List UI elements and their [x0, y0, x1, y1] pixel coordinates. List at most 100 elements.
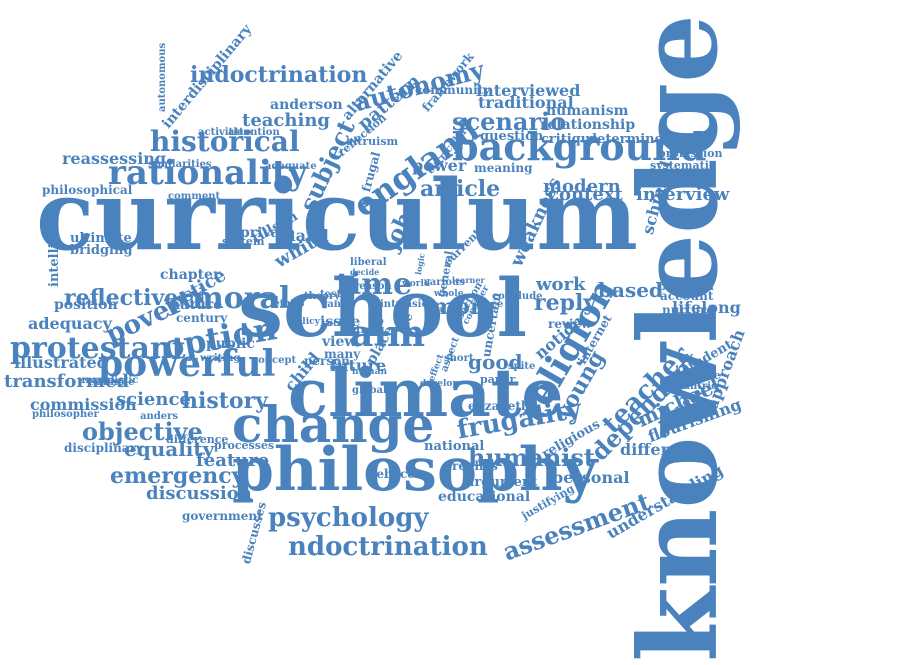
word-conclude: conclude: [492, 291, 543, 302]
word-science: science: [116, 389, 191, 410]
word-discussion: discussion: [146, 483, 252, 504]
word-history: history: [182, 388, 268, 414]
word-short: short: [444, 353, 474, 364]
word-intelligence: intelligence: [47, 200, 62, 287]
word-anders: anders: [140, 411, 179, 422]
word-range: range: [322, 299, 355, 310]
word-public: public: [206, 336, 255, 352]
word-question: question: [480, 129, 544, 144]
word-develop: develop: [420, 379, 459, 389]
word-equality: equality: [124, 437, 215, 461]
word-liberal: liberal: [350, 257, 387, 268]
word-comment: comment: [168, 191, 221, 202]
word-personal: personal: [552, 468, 630, 487]
word-elizabeth: elizabeth: [468, 399, 530, 413]
word-writing: writing: [200, 353, 241, 364]
word-position: position: [54, 297, 118, 313]
word-background: background: [452, 124, 707, 169]
word-feature: feature: [196, 450, 270, 471]
word-scenario: scenario: [452, 107, 567, 136]
word-many: many: [324, 347, 361, 361]
word-social: social: [322, 319, 352, 329]
word-paper: paper: [480, 373, 516, 386]
word-article: article: [420, 176, 501, 202]
word-philosophy: philosophy: [232, 435, 598, 505]
word-different: different: [620, 440, 699, 459]
word-reply: reply: [534, 290, 597, 316]
word-policy: policy: [290, 317, 320, 327]
word-lifelong: lifelong: [672, 298, 741, 317]
word-reason: reason: [354, 281, 392, 292]
word-historical: historical: [150, 125, 300, 158]
word-philosopher: philosopher: [32, 409, 99, 420]
word-various: various: [424, 277, 465, 288]
word-powerful: powerful: [98, 343, 276, 385]
word-moral: moral: [192, 281, 291, 316]
word-interview: interview: [636, 184, 730, 205]
word-good: good: [468, 350, 523, 374]
word-commission: commission: [30, 395, 137, 414]
word-government: government: [182, 509, 263, 523]
word-knowledge: knowledge: [616, 14, 742, 662]
word-example: example: [88, 377, 135, 388]
word-protestant: protestant: [10, 331, 186, 366]
word-spite: spite: [508, 361, 536, 372]
word-intrinsic: intrinsic: [380, 299, 428, 310]
word-reassessing: reassessing: [62, 149, 167, 168]
word-educate: educate: [672, 369, 721, 382]
word-meaning: meaning: [474, 161, 533, 175]
word-adequate: adequate: [265, 161, 317, 172]
word-relationship: relationship: [540, 117, 636, 133]
word-person: person: [304, 354, 350, 368]
word-adequacy: adequacy: [28, 314, 112, 333]
word-indoctrination: indoctrination: [190, 62, 368, 88]
word-humanism: humanism: [546, 103, 629, 119]
word-bridging: bridging: [70, 243, 133, 258]
word-face: face: [480, 299, 504, 310]
word-critique: critique: [541, 132, 599, 147]
word-traditional: traditional: [478, 93, 574, 112]
word-rationality: rationality: [108, 153, 308, 193]
word-rebecca: rebecca: [370, 467, 423, 481]
word-community: community: [415, 83, 491, 97]
word-tester: tester: [320, 289, 353, 300]
word-trust: trust: [356, 325, 384, 336]
word-determined: determined: [588, 132, 672, 147]
word-system: system: [222, 235, 265, 248]
word-reflective: reflective: [64, 285, 179, 311]
word-national: national: [424, 439, 485, 454]
word-profession: profession: [658, 147, 723, 160]
word-human: human: [352, 367, 387, 377]
word-psychology: psychology: [268, 503, 429, 533]
word-virtue: virtue: [371, 203, 381, 230]
word-account: account: [660, 289, 714, 303]
word-context: context: [548, 184, 623, 205]
word-attention: attention: [228, 127, 280, 138]
word-illustrated: illustrated: [14, 353, 108, 372]
word-concept: concept: [252, 355, 297, 366]
word-issue: issue: [320, 314, 361, 330]
word-value: value: [432, 305, 459, 315]
word-century: century: [176, 311, 228, 325]
word-humanist: humanist: [468, 443, 596, 472]
word-future: future: [330, 356, 387, 375]
word-based: based: [598, 278, 663, 302]
word-anderson: anderson: [270, 97, 343, 113]
word-replies: replies: [452, 459, 498, 473]
word-hand: hand: [284, 226, 329, 245]
word-autonomous: autonomous: [157, 42, 168, 112]
word-view: view: [322, 334, 357, 350]
word-activities: activities: [198, 127, 250, 138]
word-emergency: emergency: [110, 463, 245, 489]
word-world: world: [402, 279, 431, 289]
word-change: change: [232, 395, 435, 454]
word-problem: problem: [658, 279, 714, 293]
word-decide: decide: [350, 267, 380, 277]
word-argument: argument: [466, 475, 538, 490]
word-work: work: [536, 274, 586, 295]
word-disciplinary: disciplinary: [64, 441, 143, 455]
word-review: review: [548, 317, 592, 331]
word-power: power: [412, 156, 467, 175]
word-transformed: transformed: [4, 371, 129, 392]
